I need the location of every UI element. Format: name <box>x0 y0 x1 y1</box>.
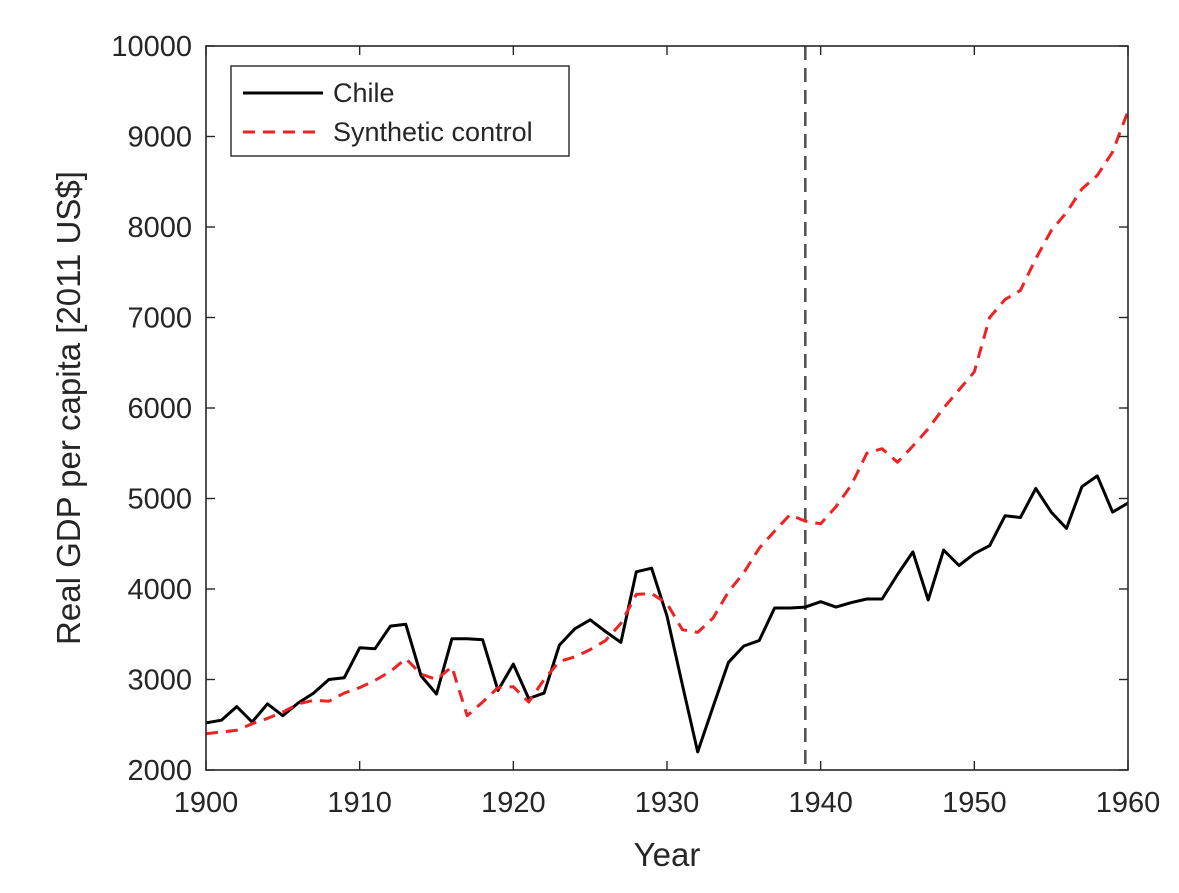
series-line-synthetic-control <box>206 110 1128 736</box>
x-tick-label: 1950 <box>942 787 1007 819</box>
y-tick-label: 4000 <box>127 574 192 606</box>
y-tick-label: 10000 <box>111 31 192 63</box>
x-tick-label: 1900 <box>174 787 239 819</box>
ticks-layer <box>205 45 1129 771</box>
y-tick-label: 7000 <box>127 303 192 335</box>
x-tick-label: 1930 <box>635 787 700 819</box>
x-tick-label: 1940 <box>788 787 853 819</box>
x-axis-label: Year <box>634 836 701 873</box>
x-tick-label: 1920 <box>481 787 546 819</box>
series-layer <box>206 46 1128 770</box>
y-tick-label: 5000 <box>127 484 192 516</box>
legend-label: Synthetic control <box>333 117 533 147</box>
legend-label: Chile <box>333 78 395 108</box>
legend: Chile Synthetic control <box>230 65 570 157</box>
x-tick-label: 1960 <box>1096 787 1161 819</box>
y-tick-label: 6000 <box>127 393 192 425</box>
tick-labels-layer: 1900 1910 1920 1930 1940 1950 1960 2000 3000 4000… <box>111 31 1160 819</box>
y-tick-label: 3000 <box>127 665 192 697</box>
y-tick-label: 9000 <box>127 122 192 154</box>
y-tick-label: 2000 <box>127 755 192 787</box>
y-axis-label: Real GDP per capita [2011 US$] <box>50 171 87 645</box>
series-line-chile <box>206 474 1128 754</box>
x-tick-label: 1910 <box>327 787 392 819</box>
legend-box <box>230 65 570 157</box>
y-tick-label: 8000 <box>127 212 192 244</box>
